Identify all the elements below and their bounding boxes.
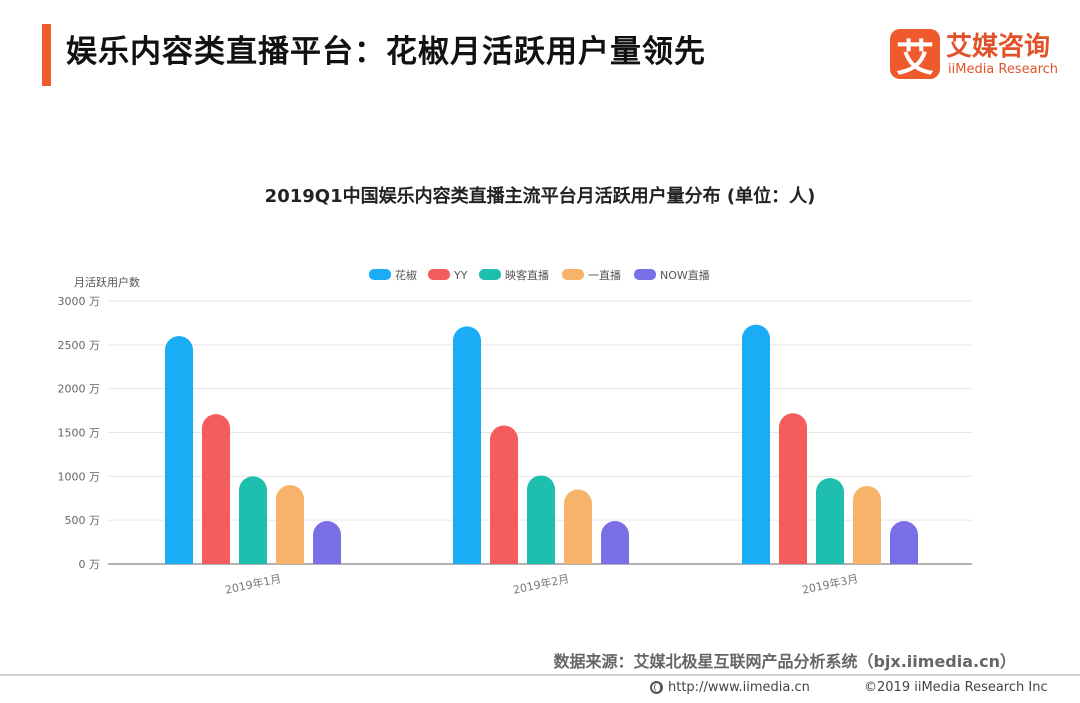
legend-swatch: [634, 269, 656, 280]
title-accent-bar: [42, 24, 51, 86]
chart-title: 2019Q1中国娱乐内容类直播主流平台月活跃用户量分布 (单位：人): [264, 186, 816, 207]
bar: [816, 478, 844, 564]
legend-swatch: [479, 269, 501, 280]
iimedia-logo: 艾 艾媒咨询 iiMedia Research: [888, 26, 1068, 82]
bar: [490, 425, 518, 564]
legend-swatch: [562, 269, 584, 280]
legend-label: YY: [453, 269, 468, 282]
y-tick-label: 500 万: [65, 514, 101, 527]
data-source: 数据来源：艾媒北极星互联网产品分析系统（bjx.iimedia.cn）: [553, 652, 1016, 671]
y-tick-label: 1500 万: [58, 427, 101, 440]
bar: [276, 485, 304, 564]
footer-url[interactable]: http://www.iimedia.cn: [650, 680, 810, 695]
bar: [313, 521, 341, 564]
logo-english-name: iiMedia Research: [948, 62, 1059, 77]
footer-divider: [0, 674, 1080, 676]
bar: [202, 414, 230, 564]
footer-copyright: ©2019 iiMedia Research Inc: [864, 680, 1048, 695]
globe-icon: [650, 681, 663, 694]
bar: [890, 521, 918, 564]
legend-label: 花椒: [395, 268, 417, 282]
legend-label: 映客直播: [505, 268, 549, 282]
page-title: 娱乐内容类直播平台：花椒月活跃用户量领先: [66, 34, 706, 70]
bar-chart: 月活跃用户数 0 万 500 万 1000 万 1500 万 2000 万 2500 万 30…: [58, 268, 972, 597]
footer-url-text[interactable]: http://www.iimedia.cn: [668, 680, 810, 695]
x-tick-label: 2019年2月: [512, 571, 571, 597]
bar: [779, 413, 807, 564]
y-tick-label: 2000 万: [58, 383, 101, 396]
y-tick-label: 3000 万: [58, 295, 101, 308]
bar: [601, 521, 629, 564]
logo-mark: 艾: [890, 29, 940, 80]
y-tick-label: 2500 万: [58, 339, 101, 352]
y-axis-label: 月活跃用户数: [74, 275, 140, 289]
bar: [742, 324, 770, 564]
legend-label: 一直播: [588, 268, 621, 282]
x-tick-label: 2019年3月: [801, 571, 860, 597]
logo-chinese-name: 艾媒咨询: [946, 32, 1051, 62]
y-tick-label: 1000 万: [58, 470, 101, 483]
bar: [527, 475, 555, 564]
bar: [165, 336, 193, 564]
bar: [564, 489, 592, 564]
legend-swatch: [369, 269, 391, 280]
legend-swatch: [428, 269, 450, 280]
y-tick-label: 0 万: [79, 558, 101, 571]
legend-label: NOW直播: [660, 268, 710, 282]
bar: [853, 485, 881, 564]
x-tick-label: 2019年1月: [224, 571, 283, 597]
bar: [239, 476, 267, 564]
bar: [453, 326, 481, 564]
